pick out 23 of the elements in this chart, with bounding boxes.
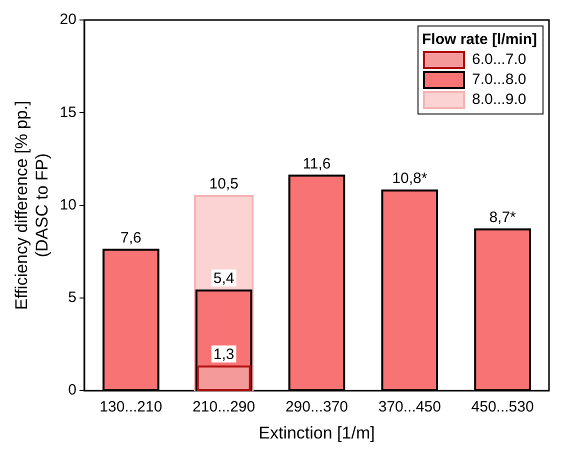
x-tick-label: 130...210 xyxy=(100,398,162,416)
data-label: 8,7* xyxy=(489,209,516,226)
data-label: 11,6 xyxy=(302,155,331,172)
data-label: 10,8* xyxy=(392,170,428,188)
x-tick-label: 450...530 xyxy=(471,398,534,416)
x-tick-label: 210...290 xyxy=(192,398,256,416)
legend-label: 8.0...9.0 xyxy=(472,91,526,108)
y-axis-title: Efficiency difference [% pp.] (DASC to FP) xyxy=(12,100,52,310)
data-label: 10,5 xyxy=(209,176,238,193)
legend-label: 7.0...8.0 xyxy=(472,71,526,88)
y-tick-label: 5 xyxy=(68,289,76,306)
data-label: 7,6 xyxy=(120,229,142,246)
x-tick-label: 290...370 xyxy=(285,398,348,416)
y-tick-label: 20 xyxy=(60,11,76,28)
data-label: 5,4 xyxy=(213,270,234,288)
data-label: 1,3 xyxy=(213,346,234,364)
legend-label: 6.0...7.0 xyxy=(472,51,526,68)
x-tick-label: 370...450 xyxy=(378,398,441,416)
legend-title: Flow rate [l/min] xyxy=(422,31,538,48)
y-tick-label: 10 xyxy=(60,196,76,214)
x-axis-title: Extinction [1/m] xyxy=(258,423,375,442)
y-tick-label: 15 xyxy=(60,104,76,121)
y-tick-label: 0 xyxy=(68,382,76,399)
